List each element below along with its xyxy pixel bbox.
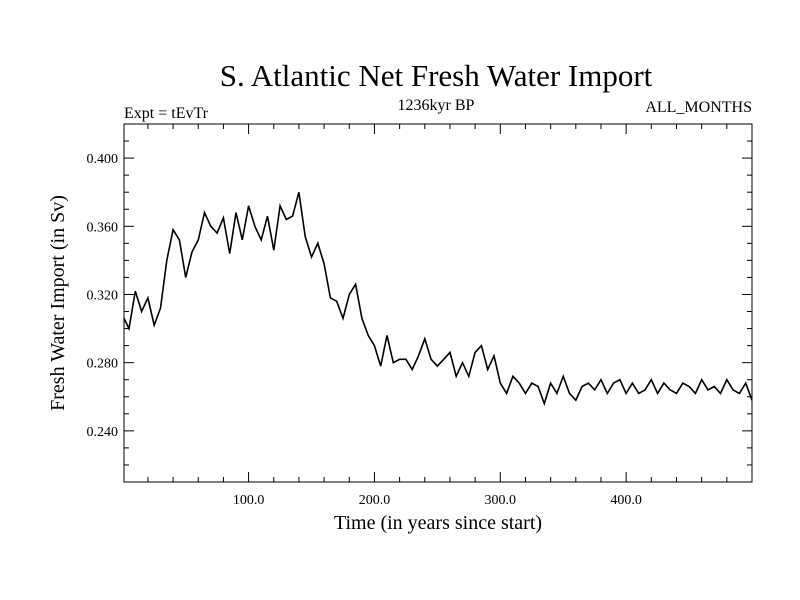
x-axis-label: Time (in years since start) — [334, 512, 542, 534]
y-tick-label: 0.320 — [87, 288, 119, 303]
series-line — [123, 191, 753, 407]
series-layer — [123, 191, 753, 407]
x-tick-label: 400.0 — [610, 493, 642, 508]
y-tick-label: 0.360 — [87, 220, 119, 235]
period-label: 1236kyr BP — [398, 97, 475, 114]
plot-frame — [123, 123, 753, 483]
y-tick-label: 0.280 — [87, 357, 119, 372]
y-axis-label: Fresh Water Import (in Sv) — [47, 195, 69, 411]
y-tick-label: 0.400 — [87, 152, 119, 167]
chart-title: S. Atlantic Net Fresh Water Import — [220, 58, 653, 93]
x-tick-label: 300.0 — [485, 493, 517, 508]
months-label: ALL_MONTHS — [645, 99, 752, 116]
tick-layer: 100.0 200.0 300.0 400.0 0.240 0.280 0.320 0.360… — [87, 124, 752, 508]
x-tick-label: 200.0 — [359, 493, 391, 508]
y-tick-label: 0.240 — [87, 425, 119, 440]
x-tick-label: 100.0 — [233, 493, 265, 508]
experiment-label: Expt = tEvTr — [124, 105, 209, 122]
